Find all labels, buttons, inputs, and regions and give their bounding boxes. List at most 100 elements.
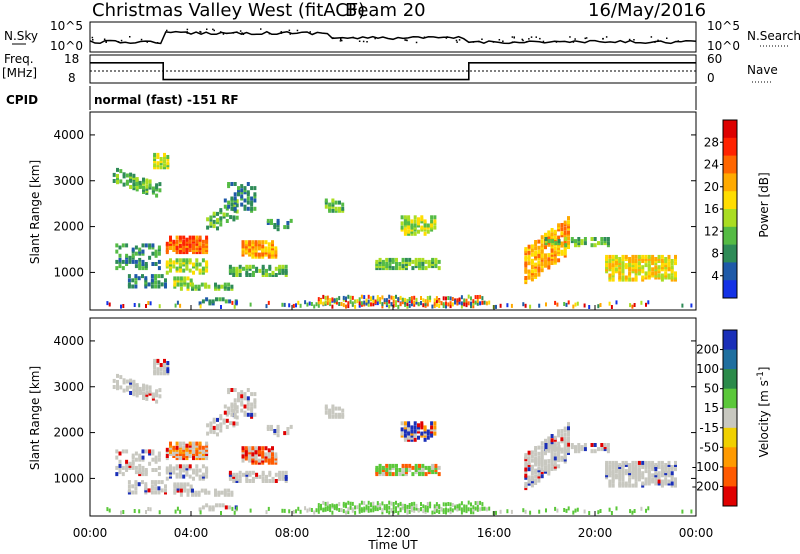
power-cell <box>403 223 407 228</box>
velocity-cell <box>147 488 151 493</box>
velocity-cell <box>563 508 566 512</box>
power-cell <box>169 258 172 263</box>
velocity-cell <box>342 501 345 506</box>
nsky-point <box>239 30 242 32</box>
velocity-cell <box>611 479 615 484</box>
power-cell <box>173 282 177 287</box>
power-cell <box>375 259 379 264</box>
velocity-cell <box>358 509 361 514</box>
power-cell <box>438 304 441 308</box>
power-cell <box>560 249 564 254</box>
velocity-cell <box>399 508 402 513</box>
power-cell <box>426 302 429 307</box>
power-cell <box>251 252 255 257</box>
power-cell <box>583 237 587 241</box>
power-cell <box>413 231 417 236</box>
velocity-cell <box>261 479 265 483</box>
velocity-cell <box>583 443 587 447</box>
power-cell <box>435 299 438 304</box>
power-cell <box>413 215 417 220</box>
velocity-cell <box>621 463 625 467</box>
velocity-cell <box>129 391 133 395</box>
velocity-cell <box>574 508 577 513</box>
velocity-cell <box>328 408 332 413</box>
velocity-cell <box>445 507 447 512</box>
power-cell <box>458 300 461 305</box>
power-cell <box>629 303 632 308</box>
power-cell <box>527 261 531 266</box>
velocity-cell <box>132 392 136 397</box>
power-cell <box>151 186 155 191</box>
nsky-point <box>526 41 528 43</box>
power-cell <box>334 206 338 211</box>
nsky-point <box>341 39 343 42</box>
power-cell <box>134 251 138 256</box>
velocity-cell <box>322 507 325 512</box>
velocity-cell <box>175 441 179 446</box>
velocity-cell <box>134 451 138 456</box>
velocity-cell <box>644 469 648 474</box>
velocity-cell <box>135 383 139 388</box>
power-cell <box>172 260 176 265</box>
power-cell <box>198 243 202 248</box>
velocity-cell <box>605 471 609 476</box>
power-cell <box>465 298 468 303</box>
velocity-cell <box>451 508 454 513</box>
velocity-cell <box>388 510 391 515</box>
power-cell <box>385 298 388 303</box>
power-cell <box>563 230 567 235</box>
velocity-cell <box>191 492 194 497</box>
velocity-cell <box>198 449 202 454</box>
velocity-cell <box>557 464 561 469</box>
power-cell <box>395 300 397 305</box>
power-cell <box>530 277 534 282</box>
power-cell <box>631 261 635 266</box>
velocity-cell <box>438 505 441 510</box>
power-cell <box>154 253 158 258</box>
velocity-cell <box>534 479 538 483</box>
power-cell <box>166 155 170 159</box>
velocity-cell <box>657 463 661 467</box>
power-cell <box>219 218 223 223</box>
velocity-cell <box>222 418 226 423</box>
power-cell <box>273 223 277 227</box>
velocity-cell <box>179 484 183 489</box>
velocity-cell <box>664 463 668 467</box>
power-cell <box>125 179 129 184</box>
velocity-cell <box>618 463 622 467</box>
power-cell <box>544 255 547 260</box>
velocity-cell <box>537 460 541 465</box>
power-cell <box>278 264 282 269</box>
power-cell <box>192 246 195 250</box>
velocity-cell <box>641 483 645 488</box>
velocity-colorbar-segment <box>723 486 737 507</box>
power-cell <box>420 215 424 220</box>
power-cell <box>391 257 395 262</box>
velocity-cell <box>383 504 386 509</box>
power-cell <box>381 295 384 300</box>
velocity-cell <box>144 488 148 493</box>
power-cell <box>563 220 567 225</box>
power-cell <box>212 219 216 224</box>
power-cell <box>295 303 297 308</box>
power-cell <box>270 221 273 225</box>
velocity-cell <box>163 361 166 365</box>
velocity-cell <box>667 460 671 465</box>
power-cell <box>550 236 554 241</box>
power-cell <box>557 250 561 255</box>
power-cell <box>527 244 531 249</box>
velocity-cell <box>127 480 131 485</box>
velocity-cell <box>458 506 461 511</box>
power-cell <box>390 302 393 307</box>
velocity-cell <box>125 385 129 390</box>
power-cell <box>331 297 334 302</box>
velocity-cell <box>392 509 395 514</box>
power-cell <box>560 227 564 232</box>
velocity-cell <box>608 507 611 512</box>
power-cell <box>406 304 409 309</box>
velocity-cell <box>420 431 424 436</box>
velocity-cell <box>660 483 664 488</box>
velocity-cell <box>540 449 544 454</box>
velocity-cell <box>122 388 126 393</box>
power-cell <box>150 274 154 279</box>
